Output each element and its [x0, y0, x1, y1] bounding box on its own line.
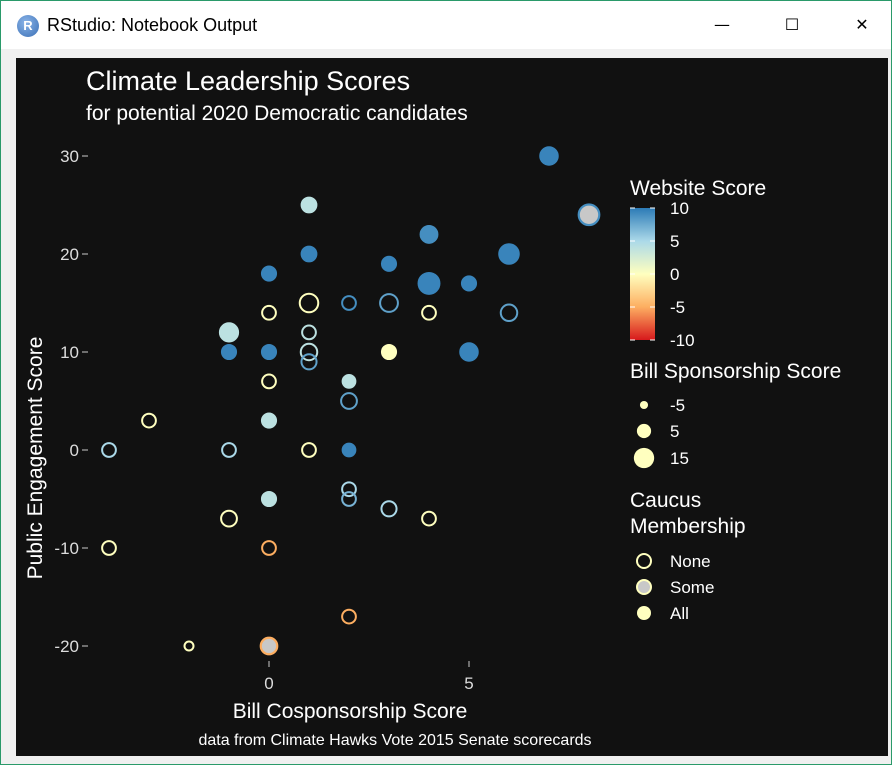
data-point: [341, 442, 357, 458]
shape-legend-label: None: [670, 552, 711, 571]
color-legend-label: -10: [670, 331, 695, 350]
size-legend-key: [633, 447, 655, 469]
size-legend-label: 15: [670, 449, 689, 468]
data-point: [261, 304, 277, 321]
y-tick-label: 0: [70, 441, 79, 460]
data-point: [300, 245, 318, 263]
color-legend-title: Website Score: [630, 177, 766, 200]
data-point: [341, 491, 357, 507]
data-point: [220, 509, 238, 528]
size-legend-title: Bill Sponsorship Score: [630, 360, 841, 383]
y-tick-label: -20: [54, 637, 79, 656]
data-point: [380, 500, 398, 518]
data-point: [101, 442, 117, 458]
data-point: [218, 322, 240, 343]
plot-panel: [16, 58, 888, 756]
data-point: [260, 343, 278, 361]
y-tick-label: -10: [54, 539, 79, 558]
caucus-membership-legend: Caucus Membership None Some All: [630, 489, 746, 623]
data-point: [300, 196, 318, 214]
data-point: [298, 292, 320, 314]
data-point: [379, 293, 399, 313]
data-point: [421, 304, 437, 321]
chart-subtitle: for potential 2020 Democratic candidates: [86, 102, 468, 125]
data-point: [259, 636, 279, 656]
data-point: [101, 540, 117, 556]
data-point: [141, 412, 157, 429]
data-point: [498, 243, 520, 265]
data-points: [101, 146, 601, 656]
data-point: [539, 146, 559, 166]
data-point: [341, 608, 357, 625]
y-tick-label: 20: [60, 245, 79, 264]
chart-title: Climate Leadership Scores: [86, 66, 410, 96]
x-axis-label: Bill Cosponsorship Score: [233, 700, 468, 723]
data-point: [299, 342, 319, 362]
data-point: [261, 540, 277, 556]
color-legend-label: 5: [670, 232, 679, 251]
color-legend-label: 10: [670, 199, 689, 218]
window-title: RStudio: Notebook Output: [47, 15, 258, 35]
rstudio-logo-icon: R: [17, 15, 39, 37]
shape-legend-label: All: [670, 604, 689, 623]
data-point: [183, 640, 195, 652]
shape-legend-title-line-2: Membership: [630, 515, 746, 538]
size-legend-key: [639, 400, 649, 410]
y-axis-ticks: 30 20 10 0 -10 -20: [54, 147, 88, 656]
data-point: [221, 442, 237, 458]
data-point: [419, 224, 439, 244]
data-point: [499, 303, 519, 323]
shape-legend-key: [636, 579, 652, 595]
color-legend-label: -5: [670, 298, 685, 317]
y-axis-label: Public Engagement Score: [24, 337, 47, 580]
x-tick-label: 0: [264, 674, 273, 693]
minimize-button[interactable]: —: [714, 15, 730, 34]
data-point: [341, 481, 357, 498]
data-point: [260, 490, 278, 508]
size-legend-label: -5: [670, 396, 685, 415]
data-point: [460, 275, 478, 292]
data-point: [421, 510, 437, 527]
data-point: [459, 342, 479, 362]
data-point: [341, 374, 357, 389]
data-point: [260, 412, 278, 429]
shape-legend-label: Some: [670, 578, 714, 597]
data-point: [577, 203, 601, 227]
close-button[interactable]: ✕: [855, 15, 869, 34]
data-point: [261, 373, 277, 390]
size-legend-label: 5: [670, 422, 679, 441]
data-point: [220, 343, 238, 361]
y-tick-label: 30: [60, 147, 79, 166]
color-legend-label: 0: [670, 265, 679, 284]
data-point: [260, 265, 278, 282]
data-point: [340, 392, 358, 410]
bill-sponsorship-legend: Bill Sponsorship Score -5 5 15: [630, 360, 841, 469]
shape-legend-title-line-1: Caucus: [630, 489, 701, 512]
chart-caption: data from Climate Hawks Vote 2015 Senate…: [198, 732, 591, 749]
title-bar[interactable]: R RStudio: Notebook Output — ☐ ✕: [1, 1, 891, 49]
size-legend-key: [636, 423, 652, 439]
y-tick-label: 10: [60, 343, 79, 362]
data-point: [417, 271, 441, 295]
data-point: [341, 295, 357, 311]
x-tick-label: 5: [464, 674, 473, 693]
data-point: [300, 353, 318, 371]
data-point: [301, 442, 317, 458]
maximize-button[interactable]: ☐: [784, 15, 800, 34]
shape-legend-key: [636, 553, 652, 569]
scatter-chart: Climate Leadership Scores for potential …: [24, 66, 841, 749]
website-score-legend: Website Score 10 5 0 -5 -10: [630, 177, 766, 350]
data-point: [380, 255, 398, 272]
data-point: [380, 343, 398, 361]
data-point: [301, 324, 317, 341]
shape-legend-key: [637, 606, 651, 620]
